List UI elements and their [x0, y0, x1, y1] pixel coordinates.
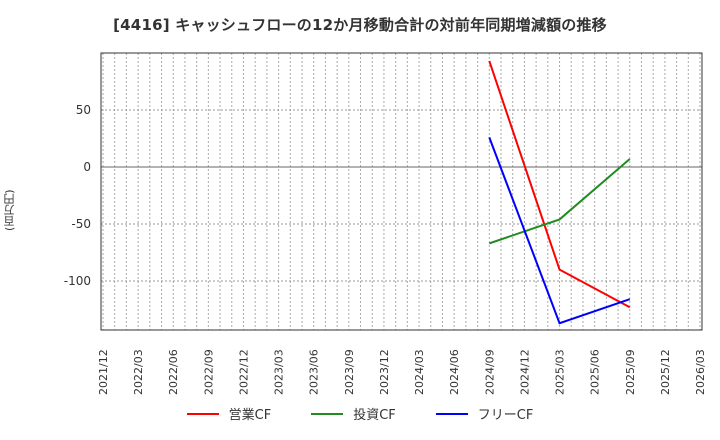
y-tick-label: -100: [64, 274, 91, 288]
legend-item-operating-cf: 営業CF: [186, 404, 272, 423]
legend-swatch-icon: [435, 412, 468, 415]
x-tick-label: 2024/12: [518, 349, 531, 395]
legend-label: 営業CF: [228, 408, 272, 423]
x-tick-label: 2022/06: [167, 349, 180, 395]
x-tick-label: 2025/09: [624, 349, 637, 395]
x-tick-label: 2022/09: [202, 349, 215, 395]
legend-item-investing-cf: 投資CF: [311, 404, 396, 423]
grid-lines: [101, 53, 702, 330]
series-line: [488, 60, 631, 309]
x-tick-label: 2025/12: [659, 349, 672, 395]
line-chart: 500-50-100 2021/12 2022/03 2022/06 2022/09 2…: [64, 52, 707, 395]
x-tick-label: 2023/03: [273, 349, 286, 395]
x-tick-label: 2025/06: [589, 349, 602, 395]
x-tick-label: 2024/09: [483, 349, 496, 395]
x-axis-ticks: 2021/12 2022/03 2022/06 2022/09 2022/12 2023/…: [97, 349, 707, 395]
legend-swatch-icon: [186, 412, 219, 415]
plot-frame: [100, 52, 703, 331]
x-tick-label: 2023/06: [308, 349, 321, 395]
series-line: [488, 158, 631, 245]
x-tick-label: 2024/03: [413, 349, 426, 395]
chart-title: [4416] キャッシュフローの12か月移動合計の対前年同期増減額の推移: [113, 16, 607, 34]
x-tick-label: 2021/12: [97, 349, 110, 395]
x-tick-label: 2026/03: [694, 349, 707, 395]
legend-item-free-cf: フリーCF: [435, 404, 534, 423]
legend-swatch-icon: [311, 412, 344, 415]
x-tick-label: 2023/12: [378, 349, 391, 395]
x-tick-label: 2024/06: [448, 349, 461, 395]
legend-label: フリーCF: [477, 408, 534, 423]
y-tick-label: 50: [76, 103, 91, 117]
x-tick-label: 2022/03: [132, 349, 145, 395]
series-line: [488, 137, 631, 325]
y-tick-label: -50: [71, 217, 91, 231]
legend: 営業CF 投資CF フリーCF: [0, 404, 720, 423]
data-series: [488, 60, 631, 325]
y-axis-ticks: 50 0 -50 -100: [64, 103, 91, 288]
x-tick-label: 2023/09: [343, 349, 356, 395]
x-tick-label: 2022/12: [237, 349, 250, 395]
x-tick-label: 2025/03: [554, 349, 567, 395]
legend-label: 投資CF: [353, 408, 396, 423]
y-tick-label: 0: [83, 160, 91, 174]
